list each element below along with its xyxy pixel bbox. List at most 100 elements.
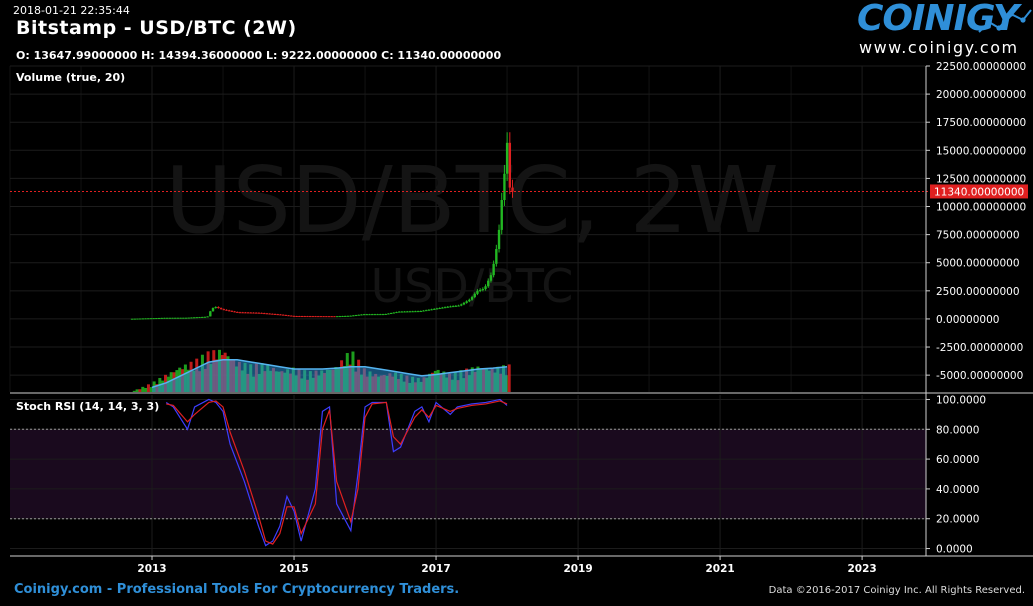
candle-body [341, 316, 344, 318]
volume-bar [141, 386, 145, 392]
timestamp: 2018-01-21 22:35:44 [13, 4, 130, 17]
candle-body [319, 316, 323, 318]
candle-body [338, 316, 342, 318]
candle-body [163, 317, 166, 319]
candle-body [206, 316, 209, 318]
candle-body [290, 315, 293, 317]
candle-body [365, 314, 369, 316]
current-price-badge [930, 184, 1028, 199]
coinigy-logo[interactable]: COINIGY www.coinigy.com [855, 0, 1033, 60]
candle-body [427, 309, 431, 311]
candle-body [476, 290, 479, 294]
candle-body [187, 317, 190, 319]
y-tick-label: 7500.00000000 [936, 230, 1020, 242]
y-tick-label: 5000.00000000 [936, 258, 1020, 270]
volume-ma-line [151, 359, 508, 389]
candle-body [308, 316, 312, 318]
candle-body [147, 318, 150, 320]
candle-body [381, 314, 385, 316]
candle-body [422, 310, 425, 312]
candle-body [481, 289, 485, 291]
y-tick-label: 0.0000 [936, 544, 973, 556]
y-tick-label: 0.00000000 [936, 314, 999, 326]
candle-body [505, 142, 509, 174]
volume-bar [132, 390, 136, 392]
candle-body [360, 314, 363, 316]
chart-title: Bitstamp - USD/BTC (2W) [16, 17, 297, 39]
candle-body [171, 317, 174, 319]
x-tick-label: 2015 [279, 563, 308, 575]
candle-body [271, 313, 274, 315]
candle-body [222, 309, 226, 311]
candle-body [489, 275, 493, 281]
candle-body [346, 315, 350, 317]
candle-body [327, 316, 331, 318]
ohlc-readout: O: 13647.99000000 H: 14394.36000000 L: 9… [16, 49, 502, 62]
candle-body [273, 313, 277, 315]
candle-body [157, 317, 161, 319]
candle-body [246, 312, 250, 314]
candle-body [263, 313, 266, 315]
candle-body [470, 297, 474, 300]
volume-bar [135, 389, 139, 392]
candle-body [292, 315, 296, 317]
y-tick-label: 2500.00000000 [936, 286, 1020, 298]
candle-body [344, 315, 347, 317]
candle-body [443, 307, 447, 309]
candle-body [357, 314, 360, 316]
candle-body [295, 316, 298, 318]
candle-body [209, 311, 212, 317]
x-tick-label: 2017 [421, 563, 450, 575]
x-tick-label: 2013 [137, 563, 166, 575]
candle-body [260, 312, 263, 314]
candle-body [430, 309, 433, 311]
candle-body [389, 313, 393, 315]
y-tick-label: 12500.00000000 [936, 173, 1026, 185]
candle-body [203, 316, 207, 318]
candle-body [484, 286, 487, 290]
candle-body [184, 317, 188, 319]
candle-body [408, 311, 412, 313]
footer-copyright: Data ©2016-2017 Coinigy Inc. All Rights … [768, 585, 1025, 596]
candle-body [500, 199, 503, 230]
candle-body [441, 307, 444, 309]
candle-body [217, 307, 220, 309]
stoch-rsi-d-line [166, 400, 508, 545]
candle-body [317, 316, 320, 318]
candle-body [160, 317, 163, 319]
candle-body [322, 316, 325, 318]
candle-body [155, 318, 158, 320]
candle-body [254, 312, 258, 314]
candle-body [392, 312, 395, 314]
candle-body [406, 311, 409, 313]
y-tick-label: -2500.00000000 [936, 342, 1023, 354]
candle-body [424, 310, 428, 312]
candle-body [130, 318, 134, 320]
candle-body [238, 312, 242, 314]
candle-body [306, 316, 309, 318]
logo-chart-icon [978, 9, 1032, 33]
y-tick-label: 60.0000 [936, 454, 979, 466]
candle-body [411, 311, 414, 313]
candle-body [511, 187, 514, 192]
candle-body [233, 311, 236, 313]
volume-bar [146, 384, 150, 392]
candle-body [149, 318, 153, 320]
candle-body [279, 314, 282, 316]
candle-body [165, 317, 169, 319]
y-tick-label: 22500.00000000 [936, 61, 1026, 73]
candle-body [300, 316, 304, 318]
candle-body [281, 314, 285, 316]
footer-tagline[interactable]: Coinigy.com - Professional Tools For Cry… [14, 582, 460, 597]
volume-bar [138, 389, 142, 392]
candle-body [465, 301, 468, 303]
volume-bar [507, 364, 511, 392]
candle-body [397, 311, 401, 313]
candle-body [236, 311, 239, 313]
candle-body [244, 312, 247, 314]
candle-body [457, 305, 460, 307]
candle-body [352, 315, 355, 317]
volume-indicator-label: Volume (true, 20) [16, 71, 126, 84]
candle-body [276, 314, 279, 316]
